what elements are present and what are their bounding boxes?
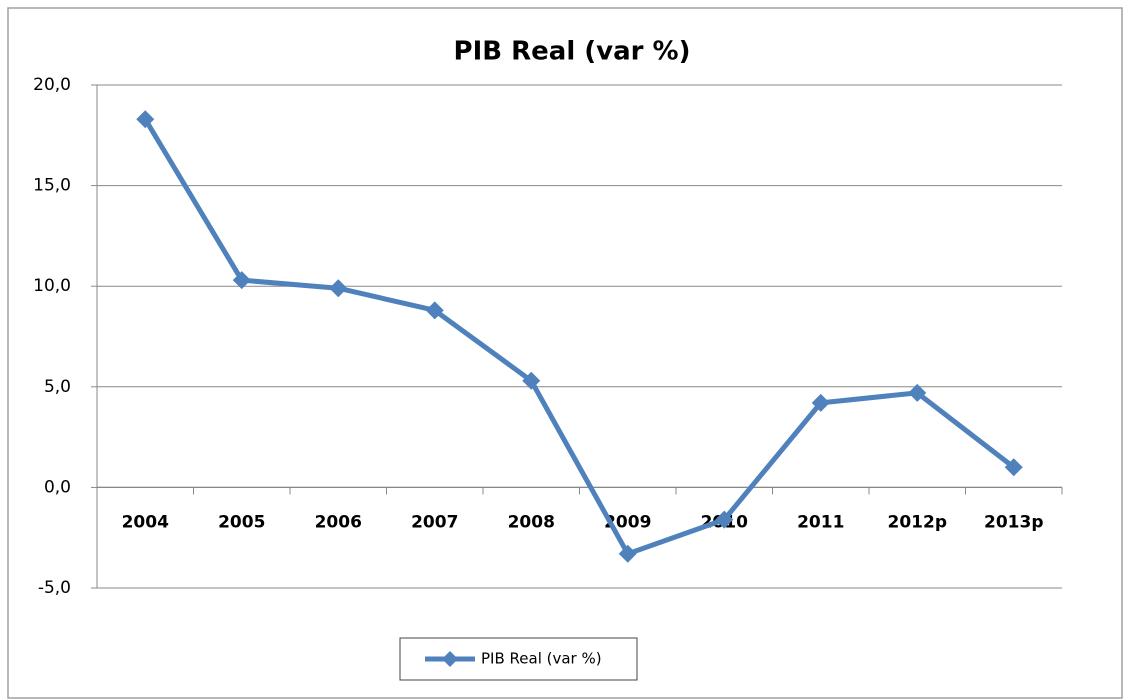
marker xyxy=(232,271,251,290)
x-tick-label: 2004 xyxy=(122,512,169,532)
x-tick-label: 2011 xyxy=(797,512,844,532)
marker xyxy=(329,279,348,298)
x-tick-label: 2006 xyxy=(315,512,362,532)
y-tick-label: 10,0 xyxy=(33,276,71,296)
y-tick-label: 5,0 xyxy=(44,377,71,397)
x-tick-label: 2012p xyxy=(888,512,947,532)
marker xyxy=(136,110,155,129)
marker xyxy=(425,301,444,320)
legend-marker xyxy=(442,651,458,667)
series-line xyxy=(143,117,1016,557)
marker xyxy=(618,544,637,563)
marker xyxy=(811,393,830,412)
marker xyxy=(1004,458,1023,477)
y-tick-label: 15,0 xyxy=(33,176,71,196)
legend-label: PIB Real (var %) xyxy=(481,650,602,668)
marker xyxy=(715,510,734,529)
marker xyxy=(522,371,541,390)
x-tick-label: 2005 xyxy=(218,512,265,532)
x-tick-label: 2007 xyxy=(411,512,458,532)
y-tick-label: 0,0 xyxy=(44,477,71,497)
y-tick-label: 20,0 xyxy=(33,75,71,95)
y-tick-label: -5,0 xyxy=(38,578,71,598)
chart-frame xyxy=(7,7,1123,699)
marker xyxy=(908,383,927,402)
x-tick-label: 2013p xyxy=(984,512,1043,532)
x-tick-label: 2008 xyxy=(508,512,555,532)
x-tick-label: 2009 xyxy=(604,512,651,532)
chart-title: PIB Real (var %) xyxy=(454,37,691,67)
